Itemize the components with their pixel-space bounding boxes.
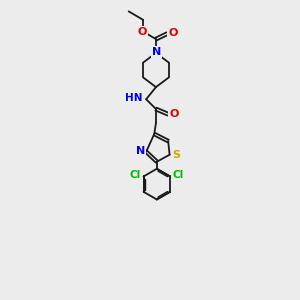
Text: HN: HN	[125, 93, 142, 103]
Text: N: N	[152, 47, 161, 57]
Text: N: N	[136, 146, 145, 156]
Text: Cl: Cl	[173, 170, 184, 180]
Text: O: O	[137, 27, 147, 37]
Text: S: S	[172, 150, 180, 160]
Text: Cl: Cl	[130, 170, 141, 180]
Text: O: O	[169, 109, 178, 119]
Text: O: O	[168, 28, 178, 38]
